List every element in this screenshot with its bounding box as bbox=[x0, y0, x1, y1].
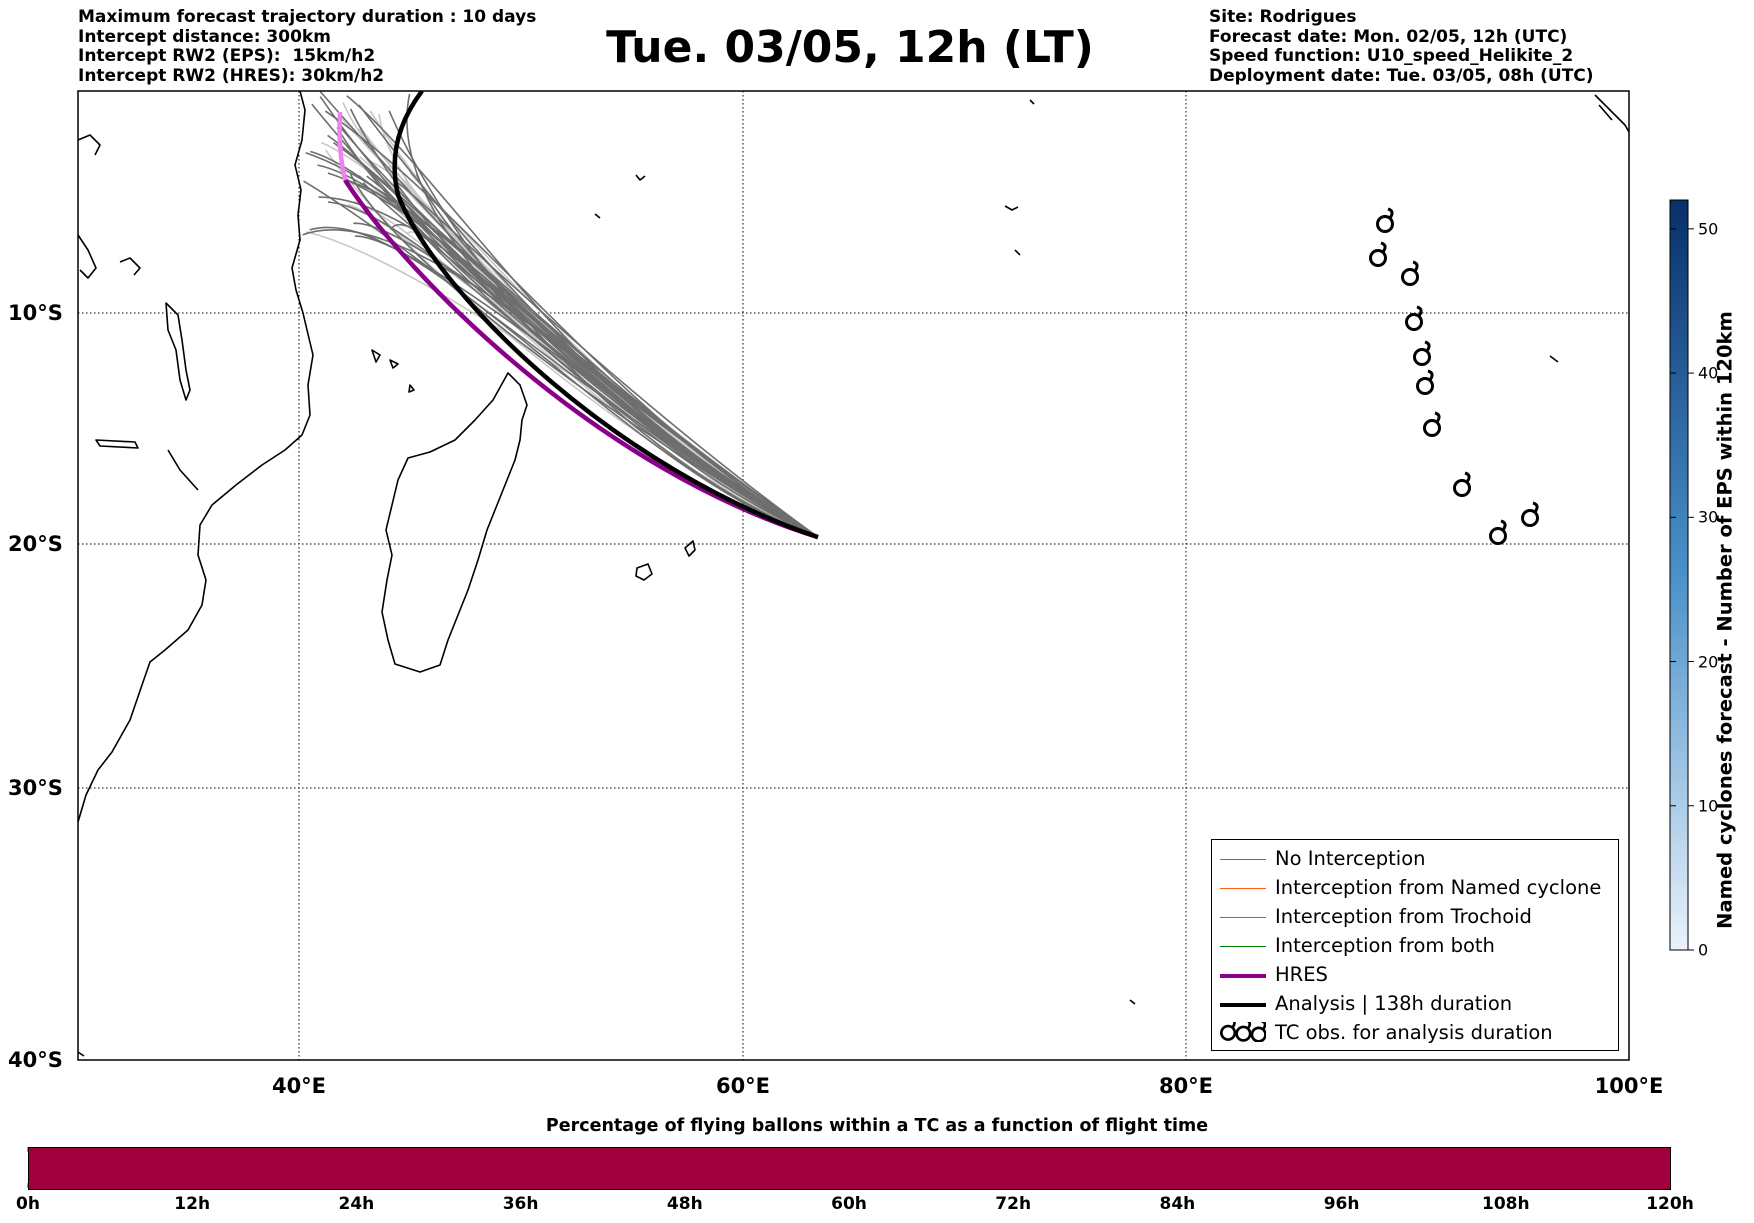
flight-time-label: 72h bbox=[995, 1194, 1032, 1214]
flight-time-label: 60h bbox=[831, 1194, 867, 1214]
map-frame bbox=[77, 90, 1630, 1061]
lon-label: 80°E bbox=[1159, 1074, 1213, 1098]
coastlines bbox=[78, 91, 1629, 1057]
eps-colorbar-tick-label: 50 bbox=[1698, 219, 1719, 239]
legend-line-swatch bbox=[1220, 888, 1266, 889]
tropical-cyclone-icon bbox=[1416, 369, 1434, 395]
legend-line-swatch bbox=[1220, 917, 1266, 918]
flight-time-label: 48h bbox=[666, 1194, 703, 1214]
lat-label: 20°S bbox=[8, 532, 63, 556]
eps-trajectory bbox=[389, 223, 819, 538]
legend-line-swatch bbox=[1220, 946, 1266, 947]
eps-colorbar-tick-label: 30 bbox=[1698, 507, 1719, 527]
tropical-cyclone-icon bbox=[1219, 1017, 1267, 1046]
tropical-cyclone-icon bbox=[1376, 207, 1394, 233]
lon-label: 100°E bbox=[1595, 1074, 1664, 1098]
header-line: Intercept RW2 (HRES): 30km/h2 bbox=[78, 65, 385, 86]
flight-time-label: 108h bbox=[1482, 1194, 1530, 1214]
legend-item: TC obs. for analysis duration bbox=[1212, 1017, 1618, 1048]
map-legend: No Interception Interception from Named c… bbox=[1211, 839, 1619, 1051]
tropical-cyclone-icon bbox=[1401, 260, 1419, 286]
eps-trajectory bbox=[409, 172, 819, 538]
legend-item: Interception from both bbox=[1212, 933, 1618, 961]
tc-percentage-colorbar-title: Percentage of flying ballons within a TC… bbox=[545, 1116, 1209, 1136]
reunion-island bbox=[635, 563, 653, 581]
page-title: Tue. 03/05, 12h (LT) bbox=[606, 22, 1094, 73]
eps-trajectory bbox=[388, 159, 819, 538]
eps-colorbar-tick-label: 10 bbox=[1698, 796, 1719, 816]
lon-label: 60°E bbox=[716, 1074, 770, 1098]
eps-colorbar-title: Named cyclones forecast - Number of EPS … bbox=[1713, 311, 1737, 929]
header-info-left: Maximum forecast trajectory duration : 1… bbox=[78, 7, 537, 86]
tropical-cyclone-icon bbox=[1405, 305, 1423, 331]
eps-trajectory bbox=[346, 95, 819, 538]
lat-label: 40°S bbox=[8, 1048, 63, 1072]
eps-trajectory bbox=[406, 93, 819, 538]
mauritius-island bbox=[684, 540, 696, 557]
header-line: Intercept RW2 (EPS): 15km/h2 bbox=[78, 46, 376, 66]
eps-trajectory bbox=[324, 110, 819, 538]
tropical-cyclone-icon bbox=[1369, 241, 1387, 267]
flight-time-label: 120h bbox=[1646, 1194, 1694, 1214]
eps-colorbar-tick-label: 20 bbox=[1698, 652, 1719, 672]
flight-time-label: 84h bbox=[1159, 1194, 1196, 1214]
legend-item: No Interception bbox=[1212, 846, 1618, 874]
legend-item: HRES bbox=[1212, 962, 1618, 990]
header-line: Intercept distance: 300km bbox=[78, 26, 331, 47]
eps-colorbar bbox=[1669, 199, 1689, 951]
eps-trajectory bbox=[337, 114, 819, 538]
africa-coastline bbox=[78, 91, 314, 823]
header-line: Speed function: U10_speed_Helikite_2 bbox=[1209, 46, 1574, 66]
header-info-right: Site: Rodrigues Forecast date: Mon. 02/0… bbox=[1209, 7, 1594, 86]
flight-time-label: 12h bbox=[174, 1194, 211, 1214]
lat-label: 10°S bbox=[8, 301, 63, 325]
header-line: Forecast date: Mon. 02/05, 12h (UTC) bbox=[1209, 26, 1568, 47]
flight-time-label: 36h bbox=[502, 1194, 539, 1214]
eps-trajectory bbox=[378, 113, 819, 538]
flight-time-label: 0h bbox=[16, 1194, 40, 1214]
hres-trajectory bbox=[343, 178, 819, 540]
eps-trajectory bbox=[369, 110, 819, 538]
tropical-cyclone-icon bbox=[1423, 411, 1441, 437]
legend-label: Interception from Trochoid bbox=[1275, 905, 1532, 928]
legend-label: Interception from Named cyclone bbox=[1275, 876, 1602, 899]
legend-line-swatch bbox=[1220, 974, 1266, 978]
tropical-cyclone-icon bbox=[1489, 519, 1507, 545]
eps-trajectory bbox=[415, 173, 819, 538]
legend-label: TC obs. for analysis duration bbox=[1275, 1021, 1553, 1044]
legend-line-swatch bbox=[1220, 859, 1266, 860]
hres-trajectory-tail bbox=[337, 111, 348, 181]
arabia-coastline bbox=[78, 134, 101, 156]
flight-time-label: 24h bbox=[338, 1194, 375, 1214]
header-line: Maximum forecast trajectory duration : 1… bbox=[78, 7, 537, 27]
legend-item: Interception from Named cyclone bbox=[1212, 875, 1618, 903]
eps-colorbar-tick-label: 40 bbox=[1698, 363, 1719, 383]
header-line: Deployment date: Tue. 03/05, 08h (UTC) bbox=[1209, 65, 1594, 86]
eps-trajectory bbox=[388, 110, 819, 538]
tc-percentage-colorbar bbox=[28, 1147, 1671, 1190]
madagascar-coastline bbox=[381, 372, 528, 673]
legend-label: Analysis | 138h duration bbox=[1275, 992, 1513, 1015]
sumatra-coastline bbox=[1594, 94, 1629, 133]
eps-trajectory bbox=[358, 104, 819, 538]
eps-colorbar-tick-label: 0 bbox=[1698, 940, 1709, 960]
lat-label: 30°S bbox=[8, 776, 63, 800]
legend-item: Analysis | 138h duration bbox=[1212, 991, 1618, 1019]
lon-label: 40°E bbox=[272, 1074, 326, 1098]
lake-outline bbox=[165, 302, 191, 401]
legend-label: No Interception bbox=[1275, 847, 1426, 870]
eps-trajectory bbox=[340, 127, 819, 538]
legend-item: Interception from Trochoid bbox=[1212, 904, 1618, 932]
header-line: Site: Rodrigues bbox=[1209, 7, 1357, 27]
legend-line-swatch bbox=[1220, 1003, 1266, 1007]
flight-time-label: 96h bbox=[1323, 1194, 1360, 1214]
tropical-cyclone-icon bbox=[1521, 501, 1539, 527]
legend-label: HRES bbox=[1275, 963, 1328, 986]
map-gridlines bbox=[78, 91, 1629, 1060]
analysis-trajectory bbox=[392, 91, 819, 540]
legend-label: Interception from both bbox=[1275, 934, 1495, 957]
tropical-cyclone-icon bbox=[1453, 471, 1471, 497]
tropical-cyclone-icon bbox=[1413, 340, 1431, 366]
